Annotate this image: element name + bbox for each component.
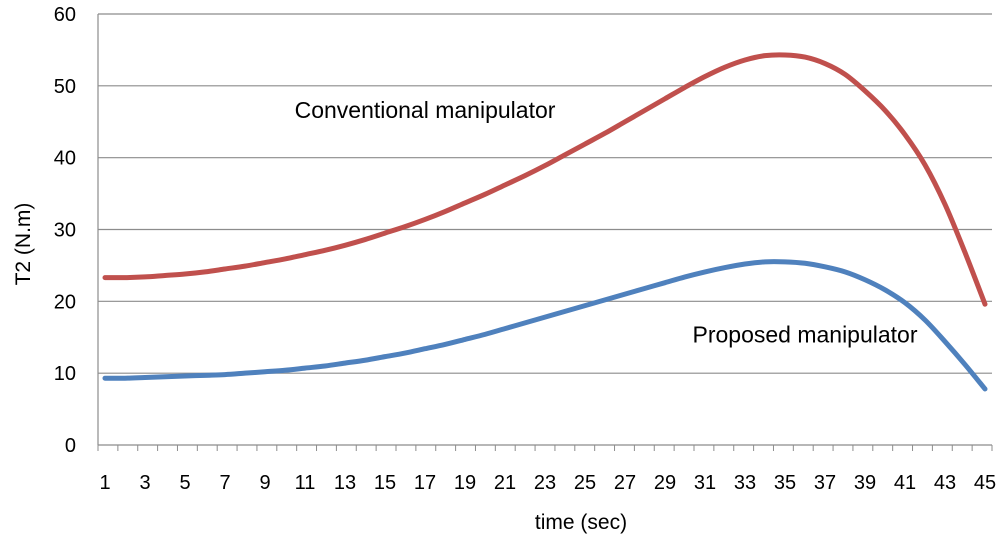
x-tick-label: 31 xyxy=(694,472,716,494)
x-tick-label: 27 xyxy=(614,472,636,494)
axes xyxy=(97,14,993,451)
y-tick-label: 40 xyxy=(54,148,76,170)
x-tick-label: 3 xyxy=(139,472,150,494)
y-tick-labels: 0 10 20 30 40 50 60 xyxy=(54,4,76,457)
y-tick-label: 10 xyxy=(54,363,76,385)
x-tick-label: 45 xyxy=(974,472,996,494)
x-tick-label: 15 xyxy=(374,472,396,494)
x-tick-label: 43 xyxy=(934,472,956,494)
gridlines xyxy=(98,13,992,374)
series-line-conventional xyxy=(102,52,988,307)
x-tick-label: 29 xyxy=(654,472,676,494)
x-tick-label: 21 xyxy=(494,472,516,494)
series-line-proposed xyxy=(102,259,988,392)
x-tick-label: 19 xyxy=(454,472,476,494)
x-tick-label: 1 xyxy=(99,472,110,494)
x-tick-label: 11 xyxy=(295,472,316,494)
series-lines xyxy=(102,52,988,392)
y-tick-label: 60 xyxy=(54,4,76,26)
y-tick-label: 0 xyxy=(65,435,76,457)
y-axis-title: T2 (N.m) xyxy=(12,203,35,286)
x-tick-label: 23 xyxy=(534,472,556,494)
x-tick-label: 33 xyxy=(734,472,756,494)
x-tick-label: 9 xyxy=(259,472,270,494)
x-tick-label: 37 xyxy=(814,472,836,494)
x-tick-label: 25 xyxy=(574,472,596,494)
x-tick-labels: 1 3 5 7 9 11 13 15 17 19 21 23 25 27 29 31 33 35 37 39 41 43 4… xyxy=(99,472,996,494)
y-tick-label: 20 xyxy=(54,291,76,313)
x-tick-label: 41 xyxy=(894,472,916,494)
annotation-conventional: Conventional manipulator xyxy=(295,97,556,123)
x-tick-label: 7 xyxy=(219,472,230,494)
x-axis-title: time (sec) xyxy=(535,511,627,534)
x-tick-label: 39 xyxy=(854,472,876,494)
x-tick-label: 35 xyxy=(774,472,796,494)
annotations: Conventional manipulator Proposed manipul… xyxy=(295,97,918,347)
x-tick-label: 13 xyxy=(334,472,356,494)
annotation-proposed: Proposed manipulator xyxy=(692,321,917,347)
x-tick-label: 17 xyxy=(414,472,436,494)
y-tick-label: 50 xyxy=(54,76,76,98)
x-tick-label: 5 xyxy=(179,472,190,494)
y-tick-label: 30 xyxy=(54,220,76,242)
